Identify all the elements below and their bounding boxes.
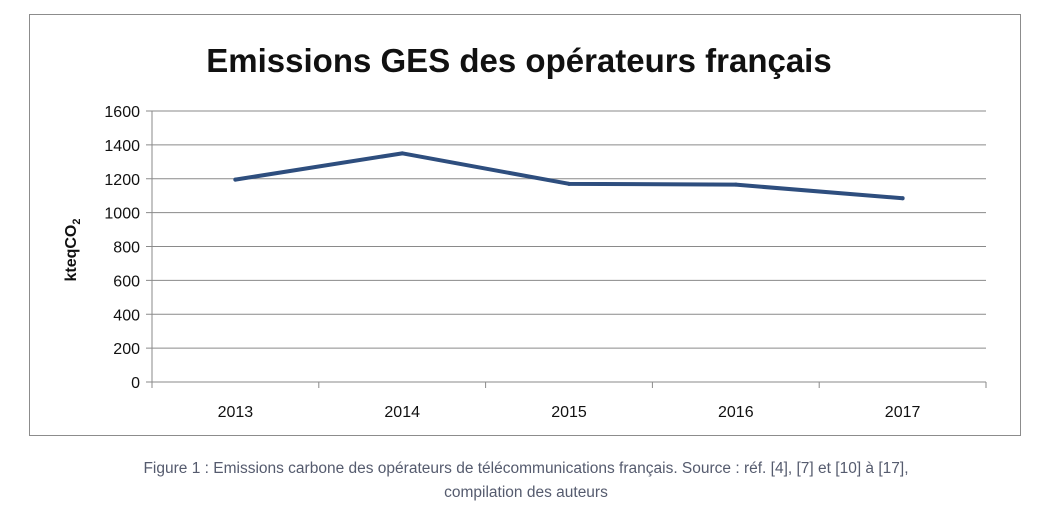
chart-title: Emissions GES des opérateurs français: [206, 42, 831, 79]
series-layer: [233, 151, 905, 201]
y-tick-label-1200: 1200: [104, 172, 140, 189]
y-axis-label: kteqCO2: [63, 218, 83, 281]
y-tick-label-1400: 1400: [104, 138, 140, 155]
x-tick-label-2015: 2015: [551, 404, 587, 421]
chart: Emissions GES des opérateurs français 0 2…: [63, 42, 987, 421]
y-axis-label-subscript: 2: [71, 218, 83, 224]
series-line-0: [233, 151, 905, 201]
data-point-2014: [400, 151, 405, 156]
x-tick-label-2017: 2017: [885, 404, 921, 421]
y-tick-label-1600: 1600: [104, 104, 140, 121]
y-tick-label-0: 0: [131, 375, 140, 392]
y-tick-label-400: 400: [113, 307, 140, 324]
y-tick-labels: 0 200 400 600 800 1000 1200 1400 1600: [104, 104, 140, 392]
y-tick-label-1000: 1000: [104, 206, 140, 223]
y-tick-label-200: 200: [113, 341, 140, 358]
y-tick-label-800: 800: [113, 240, 140, 257]
y-axis-label-main: kteqCO: [63, 225, 80, 282]
x-tick-labels: 2013 2014 2015 2016 2017: [218, 404, 921, 421]
chart-frame: [29, 14, 1021, 436]
x-tick-label-2013: 2013: [218, 404, 254, 421]
grid-lines: [152, 110, 986, 349]
axes: [146, 110, 987, 388]
data-point-2015: [567, 181, 571, 186]
y-tick-label-600: 600: [113, 273, 140, 290]
data-point-2016: [733, 182, 738, 187]
x-tick-label-2016: 2016: [718, 404, 754, 421]
figure-caption-line-1: Figure 1 : Emissions carbone des opérate…: [143, 460, 909, 477]
data-point-2013: [233, 177, 238, 182]
x-tick-label-2014: 2014: [384, 404, 420, 421]
data-point-2017: [900, 196, 905, 201]
figure-caption-line-2: compilation des auteurs: [444, 484, 608, 501]
